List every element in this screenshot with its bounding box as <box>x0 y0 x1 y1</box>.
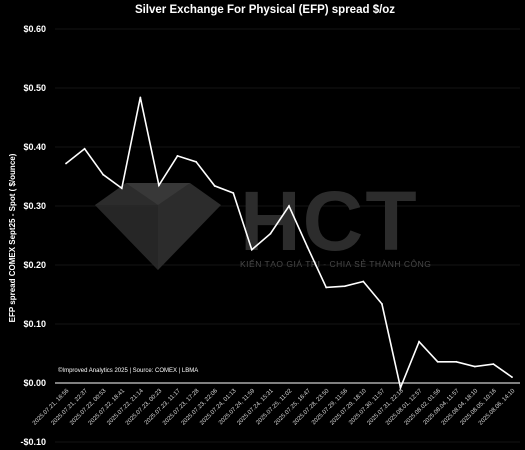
data-point <box>492 363 495 366</box>
watermark-diamond-facet <box>126 183 190 205</box>
source-note: ©Improved Analytics 2025 | Source: COMEX… <box>58 367 198 374</box>
data-point <box>399 386 402 389</box>
data-point <box>176 154 179 157</box>
hct-watermark: HCT KIẾN TẠO GIÁ TRỊ - CHIA SẺ THÀNH CÔN… <box>95 174 431 270</box>
data-point <box>455 360 458 363</box>
data-point <box>232 192 235 194</box>
y-tick-label: $0.00 <box>23 378 46 388</box>
y-tick-label: $0.40 <box>23 142 46 152</box>
chart-title: Silver Exchange For Physical (EFP) sprea… <box>135 4 395 16</box>
y-tick-label: $0.30 <box>23 201 46 211</box>
y-tick-label: $0.10 <box>23 319 46 329</box>
watermark-diamond-facet-lower <box>95 205 158 270</box>
data-point <box>381 303 383 305</box>
y-tick-label: $0.60 <box>23 24 46 34</box>
data-point <box>195 160 197 163</box>
data-point <box>473 365 476 368</box>
data-point <box>362 280 365 283</box>
y-tick-label: -$0.10 <box>20 437 46 447</box>
grid-lines <box>55 28 520 443</box>
data-point <box>65 162 67 165</box>
watermark-tagline: KIẾN TẠO GIÁ TRỊ - CHIA SẺ THÀNH CÔNG <box>240 258 431 269</box>
data-point <box>139 96 142 99</box>
data-point <box>250 248 253 251</box>
series-efp-spread <box>65 96 513 391</box>
data-point <box>436 360 439 363</box>
data-point <box>325 286 328 289</box>
data-point <box>418 340 420 343</box>
data-point <box>269 232 272 235</box>
y-tick-label: $0.20 <box>23 260 46 270</box>
data-point <box>102 173 105 176</box>
data-point <box>288 205 290 207</box>
data-point <box>83 147 86 150</box>
data-point <box>511 376 513 378</box>
y-axis-label: EFP spread COMEX Sept25 - Spot ( $/ounce… <box>8 153 17 322</box>
data-point <box>343 285 346 288</box>
x-tick-label: 2025.08.06, 14:10 <box>478 388 517 427</box>
y-axis: -$0.10 $0.00 $0.10 $0.20 $0.30 $0.40 $0.50 $0.6… <box>20 24 46 447</box>
data-point <box>306 246 309 249</box>
data-point <box>120 187 123 190</box>
watermark-logo-letters: HCT <box>240 174 419 268</box>
y-tick-label: $0.50 <box>23 83 46 93</box>
data-point <box>213 185 216 187</box>
data-point <box>158 184 160 187</box>
